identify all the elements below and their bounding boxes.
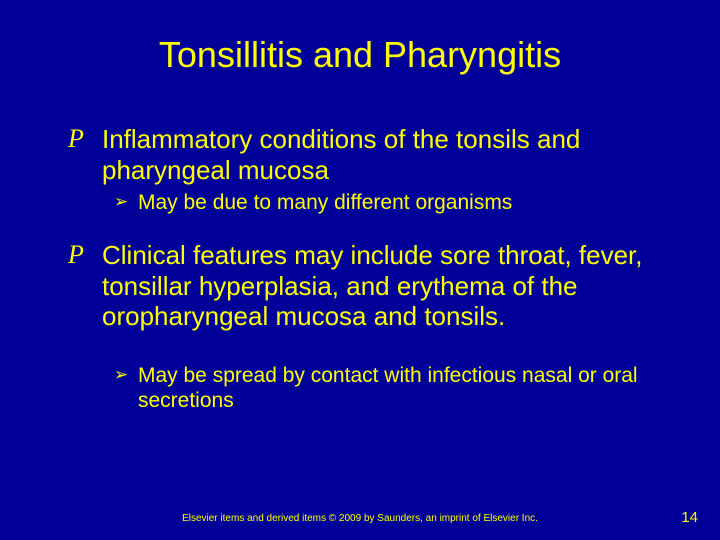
copyright-footer: Elsevier items and derived items © 2009 … <box>0 513 720 524</box>
bullet-text: Inflammatory conditions of the tonsils a… <box>102 124 660 185</box>
bullet-marker-script-icon: P <box>68 124 102 154</box>
slide: Tonsillitis and Pharyngitis P Inflammato… <box>0 0 720 540</box>
bullet-text: May be due to many different organisms <box>138 191 512 216</box>
bullet-text: May be spread by contact with infectious… <box>138 364 660 414</box>
bullet-level1: P Clinical features may include sore thr… <box>60 240 660 332</box>
slide-title: Tonsillitis and Pharyngitis <box>60 34 660 76</box>
bullet-text: Clinical features may include sore throa… <box>102 240 660 332</box>
bullet-marker-script-icon: P <box>68 240 102 270</box>
spacer <box>60 338 660 358</box>
bullet-marker-arrow-icon: ➢ <box>114 364 138 385</box>
bullet-level1: P Inflammatory conditions of the tonsils… <box>60 124 660 185</box>
bullet-marker-arrow-icon: ➢ <box>114 191 138 212</box>
page-number: 14 <box>681 509 698 526</box>
bullet-level2: ➢ May be spread by contact with infectio… <box>60 364 660 414</box>
bullet-level2: ➢ May be due to many different organisms <box>60 191 660 216</box>
